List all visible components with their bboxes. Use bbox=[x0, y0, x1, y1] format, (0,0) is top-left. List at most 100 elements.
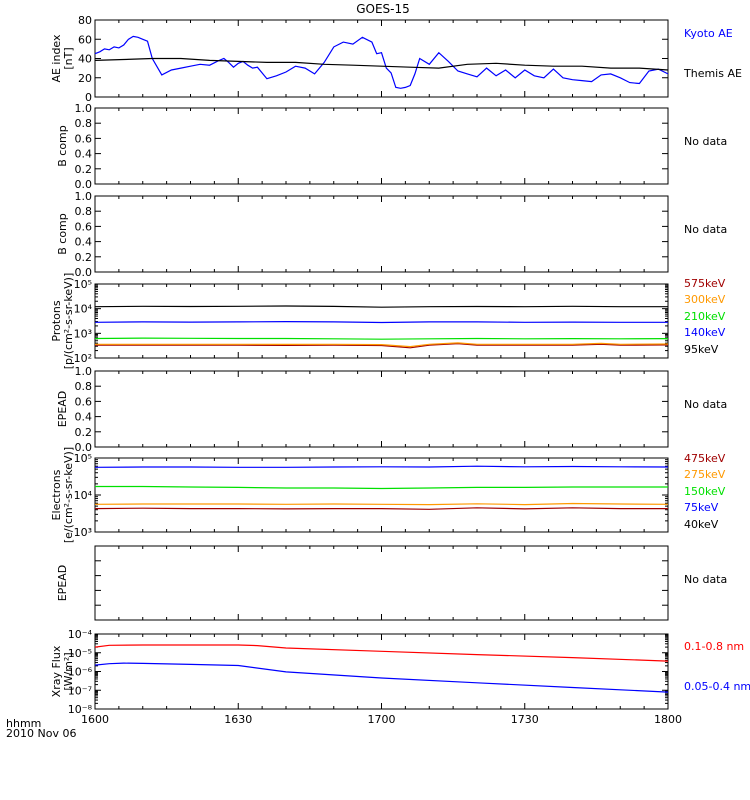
plot-title: GOES-15 bbox=[356, 2, 410, 16]
time-axis: 1600 1630 1700 1730 1800 bbox=[81, 713, 682, 726]
y-axis-label: [p/(cm²-s-sr-keV)] bbox=[62, 273, 75, 370]
y-tick-label: 60 bbox=[78, 33, 92, 46]
y-tick-label: 1.0 bbox=[75, 365, 93, 378]
y-tick-label: 10⁻⁵ bbox=[68, 647, 92, 660]
panel-frame bbox=[94, 107, 669, 185]
y-tick-label: 10⁵ bbox=[74, 452, 92, 465]
panel-xray: 10⁻⁸ 10⁻⁷ 10⁻⁶ 10⁻⁵ 10⁻⁴ Xray Flux [W/m²] 0.1-0… bbox=[50, 628, 750, 716]
y-tick-label: 10⁻⁴ bbox=[68, 628, 93, 641]
y-axis-label: Protons bbox=[50, 300, 63, 341]
x-tick-label: 1730 bbox=[511, 713, 539, 726]
legend-label: 140keV bbox=[684, 326, 726, 339]
y-tick-label: 10² bbox=[74, 352, 92, 365]
panel-b1: 0.0 0.2 0.4 0.6 0.8 1.0 B comp No data bbox=[56, 102, 727, 191]
panel-epead1: 0.0 0.2 0.4 0.6 0.8 1.0 EPEAD No data bbox=[56, 365, 727, 454]
legend-label: 275keV bbox=[684, 468, 726, 481]
y-axis-label: [e/(cm²-s-sr-keV)] bbox=[62, 447, 75, 543]
series-line-95kev bbox=[94, 305, 668, 308]
time-format-label: hhmm bbox=[6, 717, 41, 730]
legend-label: 0.05-0.4 nm bbox=[684, 680, 750, 693]
y-tick-label: 0.0 bbox=[75, 266, 93, 279]
legend-label: Kyoto AE bbox=[684, 27, 733, 40]
y-tick-label: 0.6 bbox=[75, 395, 93, 408]
panel-frame bbox=[94, 195, 669, 273]
no-data-note: No data bbox=[684, 223, 727, 236]
series-line-300kev bbox=[95, 342, 669, 348]
y-tick-label: 0.8 bbox=[75, 205, 93, 218]
series-line-275kev bbox=[94, 502, 669, 506]
panel-frame bbox=[94, 545, 669, 621]
y-tick-label: 0.8 bbox=[75, 117, 93, 130]
y-tick-label: 10⁴ bbox=[74, 303, 93, 316]
series-line-75kev bbox=[94, 465, 669, 468]
y-tick-label: 0.8 bbox=[75, 380, 93, 393]
no-data-note: No data bbox=[684, 573, 727, 586]
y-tick-label: 10⁵ bbox=[74, 278, 92, 291]
panel-frame bbox=[94, 457, 669, 533]
panel-ae: 0 20 40 60 80 AE index [nT] Kyoto AE Themis AE bbox=[50, 14, 742, 104]
legend-label: 95keV bbox=[684, 343, 719, 356]
y-tick-label: 1.0 bbox=[75, 102, 93, 115]
panels: 0 20 40 60 80 AE index [nT] Kyoto AE Themis AE 0.… bbox=[50, 14, 750, 716]
y-axis-label: Electrons bbox=[50, 469, 63, 520]
y-tick-label: 10⁻⁶ bbox=[68, 666, 93, 679]
series-line-themis-ae bbox=[94, 57, 669, 71]
legend-label: 150keV bbox=[684, 485, 726, 498]
y-tick-label: 0.0 bbox=[75, 441, 93, 454]
panel-frame bbox=[94, 283, 669, 359]
y-tick-label: 0 bbox=[85, 91, 92, 104]
y-tick-label: 0.6 bbox=[75, 132, 93, 145]
y-tick-label: 0.2 bbox=[75, 251, 93, 264]
series-line-140kev bbox=[94, 320, 668, 324]
date-label: 2010 Nov 06 bbox=[6, 727, 76, 740]
y-tick-label: 10⁻⁸ bbox=[68, 703, 93, 716]
y-axis-label: [nT] bbox=[62, 47, 75, 69]
y-tick-label: 1.0 bbox=[75, 190, 93, 203]
panel-protons: 10² 10³ 10⁴ 10⁵ Protons [p/(cm²-s-sr-keV)] 575… bbox=[50, 273, 726, 370]
y-tick-label: 80 bbox=[78, 14, 92, 27]
y-tick-label: 10⁻⁷ bbox=[68, 684, 92, 697]
legend-label: 75keV bbox=[684, 501, 719, 514]
y-tick-label: 10³ bbox=[74, 327, 92, 340]
legend-label: Themis AE bbox=[683, 67, 742, 80]
y-axis-label: AE index bbox=[50, 34, 63, 83]
legend-label: 210keV bbox=[684, 310, 726, 323]
legend-label: 575keV bbox=[684, 277, 726, 290]
y-axis-label: EPEAD bbox=[56, 565, 69, 602]
x-tick-label: 1630 bbox=[224, 713, 252, 726]
y-axis-label: [W/m²] bbox=[62, 652, 75, 690]
series-line-575kev bbox=[95, 343, 669, 349]
y-tick-label: 10³ bbox=[74, 526, 92, 539]
y-tick-label: 0.2 bbox=[75, 163, 93, 176]
series-line-475kev bbox=[94, 507, 668, 510]
x-tick-label: 1700 bbox=[368, 713, 396, 726]
legend-label: 40keV bbox=[684, 518, 719, 531]
y-axis-label: EPEAD bbox=[56, 391, 69, 428]
panel-epead2: EPEAD No data bbox=[56, 545, 727, 621]
series-line-kyoto-ae bbox=[94, 35, 669, 89]
y-tick-label: 0.6 bbox=[75, 220, 93, 233]
series-line-150kev bbox=[95, 485, 668, 490]
legend-label: 300keV bbox=[684, 293, 726, 306]
y-tick-label: 20 bbox=[78, 72, 92, 85]
legend-label: 0.1-0.8 nm bbox=[684, 640, 744, 653]
y-tick-label: 0.4 bbox=[75, 148, 93, 161]
x-tick-label: 1600 bbox=[81, 713, 109, 726]
legend-label: 475keV bbox=[684, 452, 726, 465]
y-axis-label: B comp bbox=[56, 125, 69, 167]
y-tick-label: 0.0 bbox=[75, 178, 93, 191]
y-tick-label: 10⁴ bbox=[74, 489, 93, 502]
y-axis-label: B comp bbox=[56, 213, 69, 255]
y-tick-label: 0.2 bbox=[75, 426, 93, 439]
series-line-0-1-0-8-nm bbox=[94, 644, 669, 662]
no-data-note: No data bbox=[684, 398, 727, 411]
y-axis-label: Xray Flux bbox=[50, 645, 63, 697]
y-tick-label: 0.4 bbox=[75, 236, 93, 249]
y-tick-label: 0.4 bbox=[75, 411, 93, 424]
panel-electrons: 10³ 10⁴ 10⁵ Electrons [e/(cm²-s-sr-keV)] 475k… bbox=[50, 447, 726, 543]
series-line-0-05-0-4-nm bbox=[94, 662, 669, 693]
series-line-210kev bbox=[94, 337, 669, 340]
panel-frame bbox=[94, 370, 669, 448]
no-data-note: No data bbox=[684, 135, 727, 148]
y-tick-label: 40 bbox=[78, 53, 92, 66]
